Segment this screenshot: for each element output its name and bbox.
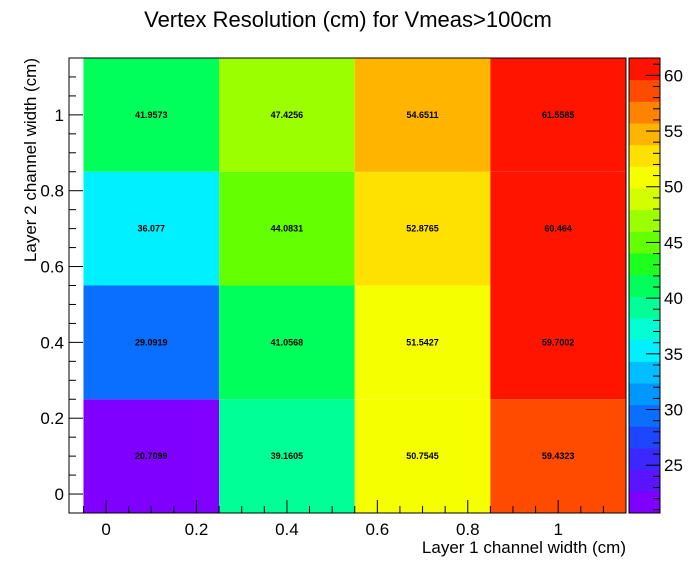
color-scale-label: 50 bbox=[664, 178, 683, 197]
color-scale-swatch bbox=[629, 448, 660, 470]
y-tick-label: 0.6 bbox=[40, 258, 64, 277]
cell-value-label: 59.7002 bbox=[542, 337, 575, 347]
cell-value-label: 41.0568 bbox=[271, 337, 304, 347]
cell-value-label: 44.0831 bbox=[271, 224, 304, 234]
y-tick-label: 0.8 bbox=[40, 182, 64, 201]
color-scale-swatch bbox=[629, 296, 660, 318]
color-scale-label: 40 bbox=[664, 289, 683, 308]
color-scale-swatch bbox=[629, 188, 660, 210]
heatmap-chart: Vertex Resolution (cm) for Vmeas>100cm 2… bbox=[0, 0, 696, 572]
y-tick-label: 0.2 bbox=[40, 409, 64, 428]
x-tick-label: 0.6 bbox=[366, 520, 390, 539]
color-scale-swatch bbox=[629, 253, 660, 275]
x-axis-label: Layer 1 channel width (cm) bbox=[422, 538, 626, 557]
x-tick-label: 0 bbox=[101, 520, 110, 539]
heatmap-cells bbox=[83, 58, 626, 513]
color-scale-label: 45 bbox=[664, 233, 683, 252]
cell-value-label: 51.5427 bbox=[406, 337, 439, 347]
color-scale-swatch bbox=[629, 80, 660, 102]
color-scale-label: 25 bbox=[664, 456, 683, 475]
color-scale-label: 30 bbox=[664, 401, 683, 420]
color-scale-swatch bbox=[629, 275, 660, 297]
color-scale-swatch bbox=[629, 383, 660, 405]
cell-value-label: 59.4323 bbox=[542, 451, 575, 461]
color-scale-label: 35 bbox=[664, 345, 683, 364]
x-tick-label: 0.2 bbox=[185, 520, 209, 539]
y-axis-label: Layer 2 channel width (cm) bbox=[21, 58, 40, 262]
color-scale-label: 60 bbox=[664, 66, 683, 85]
cell-value-label: 61.5585 bbox=[542, 110, 575, 120]
cell-value-label: 54.6511 bbox=[407, 110, 439, 120]
x-tick-label: 1 bbox=[553, 520, 562, 539]
x-tick-label: 0.8 bbox=[456, 520, 480, 539]
cell-value-label: 39.1605 bbox=[271, 451, 304, 461]
y-tick-label: 0 bbox=[55, 485, 64, 504]
color-scale-swatch bbox=[629, 145, 660, 167]
y-tick-label: 1 bbox=[55, 106, 64, 125]
cell-value-label: 52.8765 bbox=[406, 224, 439, 234]
cell-value-label: 29.0919 bbox=[135, 337, 168, 347]
y-axis: 0 0.2 0.4 0.6 0.8 1 bbox=[40, 58, 83, 513]
x-tick-label: 0.4 bbox=[275, 520, 299, 539]
cell-value-label: 60.464 bbox=[544, 224, 572, 234]
color-scale-label: 55 bbox=[664, 122, 683, 141]
cell-value-label: 36.077 bbox=[138, 224, 166, 234]
color-scale-swatch bbox=[629, 166, 660, 188]
color-scale: 25 30 35 40 45 50 55 60 bbox=[629, 58, 683, 514]
color-scale-swatch bbox=[629, 318, 660, 340]
color-scale-swatch bbox=[629, 470, 660, 492]
color-scale-swatch bbox=[629, 426, 660, 448]
cell-value-label: 47.4256 bbox=[271, 110, 304, 120]
y-tick-label: 0.4 bbox=[40, 333, 64, 352]
cell-value-label: 20.7099 bbox=[135, 451, 168, 461]
cell-value-label: 50.7545 bbox=[406, 451, 439, 461]
color-scale-swatch bbox=[629, 58, 660, 80]
cell-value-label: 41.9573 bbox=[135, 110, 168, 120]
color-scale-swatch bbox=[629, 210, 660, 232]
color-scale-swatch bbox=[629, 405, 660, 427]
chart-title: Vertex Resolution (cm) for Vmeas>100cm bbox=[144, 7, 552, 32]
